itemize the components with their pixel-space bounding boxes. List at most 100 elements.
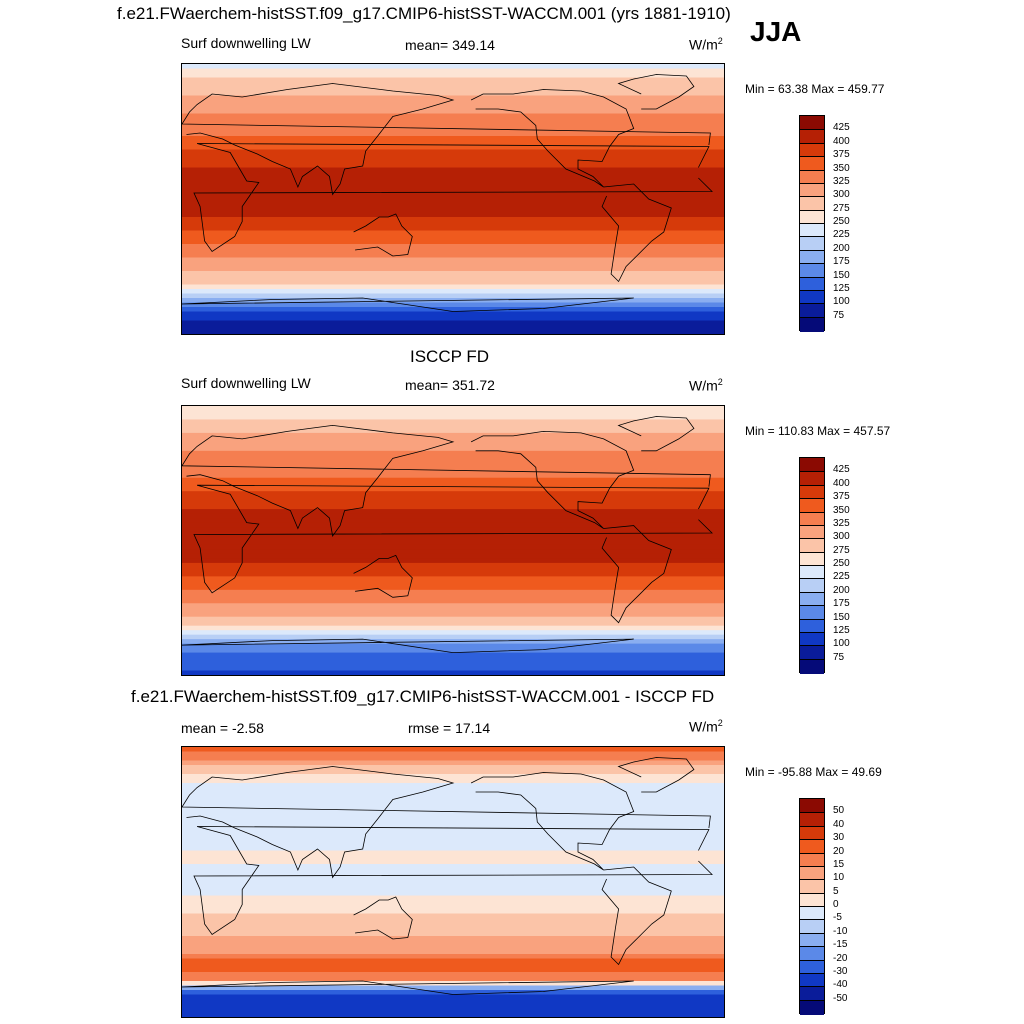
coastline	[617, 74, 695, 110]
lat-band	[182, 904, 724, 910]
colorbar-tick-label: 30	[833, 832, 845, 844]
coastline	[182, 638, 634, 653]
lat-band	[182, 158, 724, 164]
colorbar-swatch	[800, 484, 824, 500]
lat-band	[182, 828, 724, 834]
lat-band	[182, 864, 724, 870]
lat-band	[182, 931, 724, 937]
lat-band	[182, 994, 724, 1000]
lat-band	[182, 410, 724, 416]
lat-band	[182, 109, 724, 115]
lat-band	[182, 657, 724, 663]
colorbar-tick-label: 375	[833, 491, 850, 503]
colorbar-swatch	[800, 578, 824, 594]
lat-band	[182, 316, 724, 322]
panel3-map-svg	[182, 747, 724, 1017]
colorbar-tick-label: 300	[833, 531, 850, 543]
lat-band	[182, 455, 724, 461]
coastline	[182, 980, 634, 995]
colorbar-tick-label: 200	[833, 584, 850, 596]
lat-band	[182, 100, 724, 106]
colorbar-tick-label: 425	[833, 464, 850, 476]
colorbar-tick-label: 400	[833, 477, 850, 489]
colorbar-swatch	[800, 852, 824, 868]
lat-band	[182, 280, 724, 286]
lat-band	[182, 1003, 724, 1009]
colorbar-swatch	[800, 156, 824, 171]
lat-band	[182, 900, 724, 906]
coastline	[353, 554, 413, 598]
lat-band	[182, 621, 724, 627]
lat-band	[182, 266, 724, 272]
colorbar-tick-label: 375	[833, 149, 850, 161]
lat-band	[182, 131, 724, 137]
lat-band	[182, 423, 724, 430]
lat-band	[182, 477, 724, 483]
lat-band	[182, 428, 724, 434]
lat-band	[182, 558, 724, 564]
colorbar-tick-label: -20	[833, 952, 848, 964]
lat-band	[182, 670, 724, 675]
lat-band	[182, 936, 724, 942]
colorbar-tick-label: 275	[833, 202, 850, 214]
lat-band	[182, 1012, 724, 1017]
colorbar-swatch	[800, 986, 824, 1002]
lat-band	[182, 769, 724, 775]
colorbar-swatch	[800, 825, 824, 841]
lat-band	[182, 239, 724, 245]
lat-band	[182, 841, 724, 847]
colorbar-swatch	[800, 932, 824, 948]
lat-band	[182, 172, 724, 178]
lat-band	[182, 473, 724, 479]
lat-band	[182, 616, 724, 622]
colorbar-swatch	[800, 116, 824, 130]
lat-band	[182, 625, 724, 631]
colorbar-swatch	[800, 946, 824, 961]
colorbar-tick-label: 5	[833, 885, 839, 897]
lat-band	[182, 253, 724, 259]
colorbar-tick-label: 400	[833, 135, 850, 147]
lat-band	[182, 203, 724, 209]
lat-band	[182, 801, 724, 807]
lat-band	[182, 82, 724, 88]
lat-band	[182, 437, 724, 443]
colorbar-swatch	[800, 538, 824, 554]
panel1-colorbar: 425 400 375 350 325 300 275 250 225 200 175 150 125 1…	[799, 115, 879, 332]
lat-band	[182, 805, 724, 811]
lat-band	[182, 819, 724, 825]
colorbar-tick-label: 0	[833, 899, 839, 910]
lat-band	[182, 909, 724, 915]
lat-band	[182, 580, 724, 586]
lat-band	[182, 945, 724, 951]
colorbar-swatch	[800, 249, 824, 265]
lat-band	[182, 648, 724, 654]
panel1-units: W/m2	[689, 36, 723, 53]
colorbar-swatch	[800, 631, 824, 647]
lat-band	[182, 810, 724, 816]
lat-band	[182, 868, 724, 874]
lat-band	[182, 432, 724, 438]
panel2-mean: mean= 351.72	[405, 377, 495, 393]
colorbar-tick-label: 175	[833, 598, 850, 610]
season-label: JJA	[750, 16, 802, 47]
lat-band	[182, 86, 724, 92]
lat-band	[182, 536, 724, 542]
lat-band	[182, 64, 724, 70]
colorbar-swatch	[800, 471, 824, 487]
lat-band	[182, 154, 724, 160]
panel3-map	[181, 746, 725, 1018]
colorbar-tick-label: 10	[833, 872, 845, 884]
colorbar-swatch	[800, 316, 824, 332]
lat-band	[182, 77, 724, 83]
colorbar-swatch	[800, 959, 824, 975]
colorbar-box	[799, 115, 825, 332]
lat-band	[182, 208, 724, 214]
lat-band	[182, 661, 724, 667]
lat-band	[182, 518, 724, 524]
colorbar-tick-label: 40	[833, 818, 845, 830]
lat-band	[182, 1008, 724, 1014]
coastline	[182, 766, 711, 879]
lat-band	[182, 756, 724, 762]
lat-band	[182, 760, 724, 766]
colorbar-swatch	[800, 303, 824, 319]
